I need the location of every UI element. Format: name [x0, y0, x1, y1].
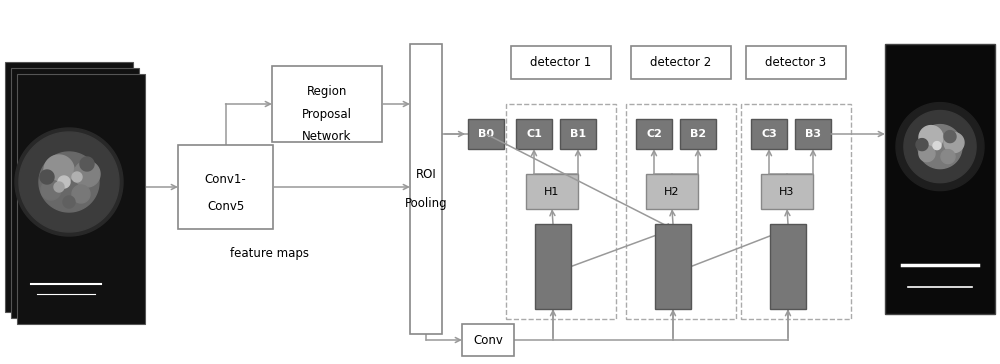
Text: detector 2: detector 2 — [650, 56, 712, 69]
Text: H3: H3 — [779, 186, 795, 197]
Polygon shape — [944, 131, 956, 143]
Text: B1: B1 — [570, 129, 586, 139]
Text: feature maps: feature maps — [230, 248, 310, 261]
Polygon shape — [58, 176, 70, 188]
Bar — [746, 46, 846, 79]
Text: H1: H1 — [544, 186, 560, 197]
Text: Pooling: Pooling — [405, 198, 447, 210]
Bar — [885, 44, 995, 314]
Polygon shape — [919, 126, 943, 150]
Bar — [462, 324, 514, 356]
Bar — [626, 104, 736, 319]
Bar — [631, 46, 731, 79]
Bar — [751, 119, 787, 149]
Bar — [516, 119, 552, 149]
Polygon shape — [944, 132, 964, 153]
Polygon shape — [54, 182, 64, 192]
Bar — [506, 104, 616, 319]
Text: C1: C1 — [526, 129, 542, 139]
Polygon shape — [74, 161, 100, 187]
Polygon shape — [904, 111, 976, 183]
Polygon shape — [916, 139, 928, 151]
Text: Conv1-: Conv1- — [205, 173, 246, 186]
Bar — [468, 119, 504, 149]
Text: Conv5: Conv5 — [207, 199, 244, 213]
Text: Network: Network — [302, 130, 352, 142]
Polygon shape — [63, 196, 75, 208]
Bar — [272, 66, 382, 142]
Text: Proposal: Proposal — [302, 107, 352, 120]
Bar — [511, 46, 611, 79]
Text: ROI: ROI — [416, 167, 436, 181]
Bar — [761, 174, 813, 209]
Bar — [178, 145, 273, 229]
Text: B2: B2 — [690, 129, 706, 139]
Text: B0: B0 — [478, 129, 494, 139]
Bar — [795, 119, 831, 149]
Text: pool: pool — [548, 254, 558, 279]
Text: pool: pool — [783, 254, 793, 279]
Polygon shape — [40, 170, 54, 184]
Bar — [636, 119, 672, 149]
Text: C3: C3 — [761, 129, 777, 139]
Bar — [535, 224, 571, 309]
Text: pool: pool — [668, 254, 678, 279]
Polygon shape — [80, 157, 94, 171]
Polygon shape — [19, 132, 119, 232]
Bar — [5, 62, 133, 312]
Text: H2: H2 — [664, 186, 680, 197]
Bar — [526, 174, 578, 209]
Text: C2: C2 — [646, 129, 662, 139]
Text: B3: B3 — [805, 129, 821, 139]
Polygon shape — [941, 150, 955, 163]
Polygon shape — [39, 152, 99, 212]
Bar — [646, 174, 698, 209]
Bar — [17, 74, 145, 324]
Bar — [410, 44, 442, 334]
Bar — [655, 224, 691, 309]
Polygon shape — [44, 155, 74, 185]
Polygon shape — [72, 172, 82, 182]
Bar — [11, 68, 139, 318]
Polygon shape — [919, 146, 935, 162]
Text: detector 3: detector 3 — [765, 56, 827, 69]
Bar — [560, 119, 596, 149]
Text: Conv: Conv — [473, 333, 503, 347]
Polygon shape — [72, 185, 90, 203]
Polygon shape — [918, 124, 962, 169]
Bar — [741, 104, 851, 319]
Bar — [680, 119, 716, 149]
Bar — [770, 224, 806, 309]
Text: detector 1: detector 1 — [530, 56, 592, 69]
Text: Region: Region — [307, 86, 347, 99]
Polygon shape — [896, 103, 984, 191]
Polygon shape — [15, 128, 123, 236]
Polygon shape — [933, 142, 941, 150]
Polygon shape — [41, 180, 61, 200]
